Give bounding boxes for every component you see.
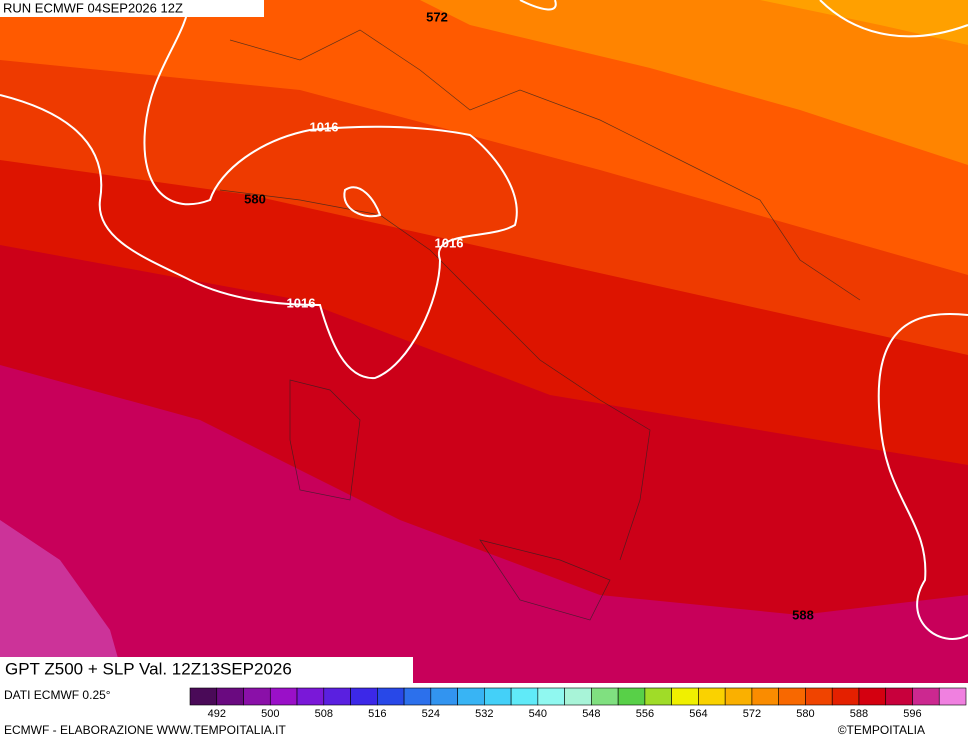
colorbar-tick-label: 500: [261, 708, 279, 720]
colorbar-box: [457, 687, 485, 706]
colorbar-box: [537, 687, 565, 706]
colorbar-tick-label: 516: [368, 708, 386, 720]
contour-label: 588: [792, 607, 814, 622]
colorbar-box: [484, 687, 512, 706]
colorbar-box: [805, 687, 833, 706]
colorbar: 492 500 508 516 524 532 540 548 556 564 572 580 588 5…: [189, 687, 967, 720]
colorbar-box: [858, 687, 887, 706]
colorbar-box: [885, 687, 913, 706]
isobar: [0, 0, 518, 380]
contour-label: 580: [244, 191, 266, 206]
colorbar-box: [938, 687, 967, 706]
colorbar-tick-label: 548: [582, 708, 600, 720]
band: [0, 520, 125, 683]
colorbar-box: [617, 687, 646, 706]
colorbar-tick-label: 564: [689, 708, 707, 720]
colorbar-tick-label: 532: [475, 708, 493, 720]
border: [219, 189, 651, 561]
contour-label: 572: [426, 9, 448, 24]
isobar: [343, 186, 382, 218]
colorbar-box: [724, 687, 753, 706]
footer-right: ©TEMPOITALIA: [838, 723, 925, 737]
colorbar-box: [698, 687, 726, 706]
colorbar-tick-label: 572: [743, 708, 761, 720]
colorbar-box: [323, 687, 351, 706]
band: [760, 0, 968, 45]
colorbar-box: [243, 687, 271, 706]
border: [289, 379, 361, 501]
colorbar-box: [269, 687, 298, 706]
colorbar-tick-label: 556: [636, 708, 654, 720]
colorbar-box: [189, 687, 218, 706]
colorbar-tick-label: 540: [529, 708, 547, 720]
colorbar-box: [831, 687, 860, 706]
footer-left: ECMWF - ELABORAZIONE WWW.TEMPOITALIA.IT: [4, 723, 286, 737]
colorbar-box: [644, 687, 672, 706]
colorbar-tick-label: 524: [422, 708, 440, 720]
title: GPT Z500 + SLP Val. 12Z13SEP2026: [5, 659, 292, 678]
colorbar-box: [591, 687, 619, 706]
colorbar-box: [912, 687, 940, 706]
colorbar-tick-label: 596: [903, 708, 921, 720]
contour-label: 1016: [310, 119, 339, 134]
contour-label: 1016: [435, 235, 464, 250]
colorbar-tick-label: 508: [315, 708, 333, 720]
colorbar-box: [350, 687, 378, 706]
contour-label: 1016: [287, 295, 316, 310]
colorbar-box: [778, 687, 806, 706]
colorbar-tick-label: 580: [796, 708, 814, 720]
header-box: [0, 0, 264, 17]
isobar: [819, 0, 968, 38]
border: [479, 539, 611, 621]
colorbar-box: [296, 687, 325, 706]
colorbar-tick-label: 492: [208, 708, 226, 720]
colorbar-box: [377, 687, 405, 706]
source: DATI ECMWF 0.25°: [4, 688, 111, 702]
colorbar-box: [403, 687, 432, 706]
isobar: [877, 312, 968, 640]
band: [420, 0, 968, 165]
isobar: [519, 0, 557, 11]
title-box: [0, 657, 413, 683]
header: RUN ECMWF 04SEP2026 12Z: [3, 0, 183, 15]
colorbar-box: [564, 687, 592, 706]
colorbar-box: [216, 687, 244, 706]
map: 572 580 1016 1016 1016 588: [0, 0, 968, 683]
colorbar-box: [751, 687, 779, 706]
band: [0, 365, 968, 683]
colorbar-box: [430, 687, 458, 706]
colorbar-box: [671, 687, 699, 706]
colorbar-box: [510, 687, 539, 706]
border: [229, 29, 861, 301]
colorbar-tick-label: 588: [850, 708, 868, 720]
